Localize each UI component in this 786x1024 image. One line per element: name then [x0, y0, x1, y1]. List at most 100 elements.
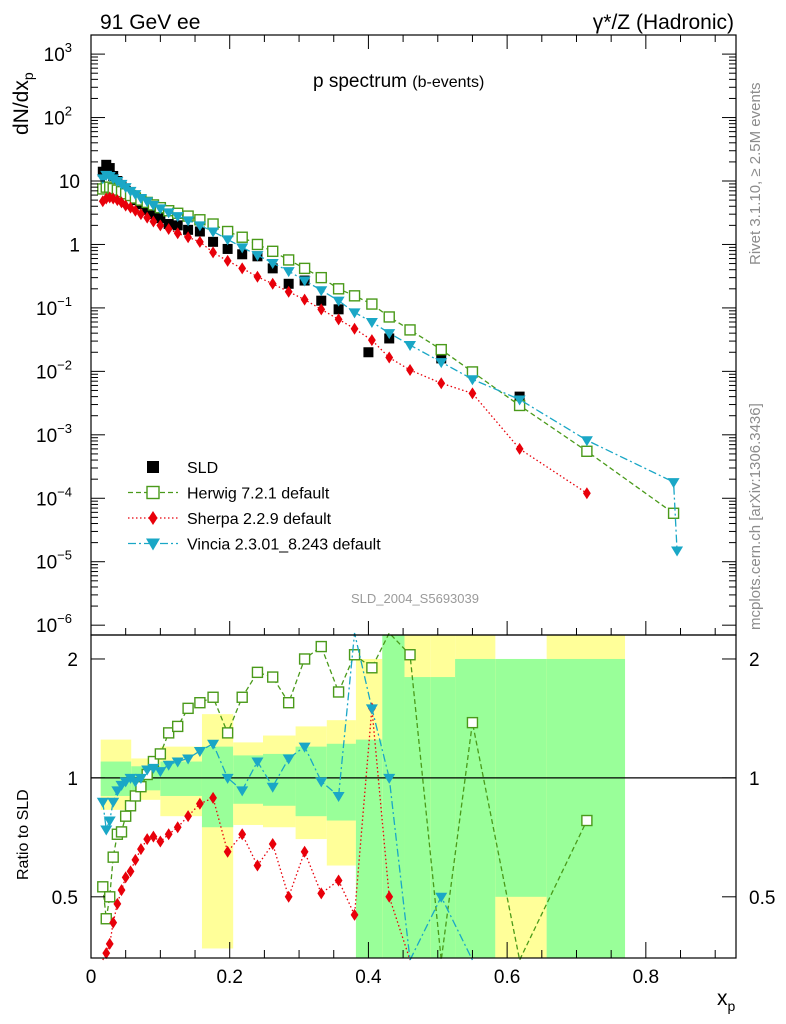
data-point-s1-18 [221, 225, 234, 238]
ratio-y-tick-label-0: 0.5 [52, 888, 78, 909]
data-point-s2-12 [156, 219, 165, 232]
band-inner-11 [430, 677, 456, 958]
ratio-point-s1-26 [350, 908, 359, 921]
ratio-point-s0-6 [119, 810, 132, 822]
ratio-point-s1-25 [334, 874, 343, 887]
ratio-point-s1-4 [113, 897, 122, 910]
data-point-s2-4 [113, 194, 122, 207]
ratio-point-s1-17 [209, 791, 217, 804]
data-point-s0-17 [208, 236, 219, 247]
ratio-point-s2-30 [435, 892, 448, 903]
legend-label-2: Sherpa 2.2.9 default [187, 511, 332, 528]
chart-title-main: p spectrum [313, 71, 407, 92]
legend-label-3: Vincia 2.3.01_8.243 default [187, 537, 381, 554]
ratio-point-s0-3 [107, 851, 119, 863]
ratio-point-s2-25 [332, 791, 345, 802]
ratio-point-s0-33 [581, 814, 593, 827]
data-point-s2-28 [385, 351, 394, 364]
data-point-s2-22 [284, 285, 293, 298]
ratio-point-s1-16 [195, 797, 204, 810]
ratio-y-tick-label-right-0: 0.5 [749, 888, 775, 909]
data-point-s3-34 [667, 478, 680, 489]
rivet-version-label: Rivet 3.1.10, ≥ 2.5M events [747, 83, 764, 266]
ratio-point-s0-7 [124, 800, 137, 812]
ratio-point-s2-15 [182, 754, 195, 765]
data-point-s3-32 [513, 395, 526, 406]
ratio-point-s0-18 [221, 727, 234, 739]
ratio-point-s1-7 [126, 865, 135, 878]
data-point-s0-11 [148, 209, 159, 220]
ratio-point-s0-1 [100, 913, 112, 925]
ratio-point-s2-20 [251, 757, 264, 768]
ratio-point-s2-11 [147, 763, 160, 774]
ratio-point-s0-13 [162, 727, 175, 739]
data-point-s0-12 [155, 213, 166, 224]
ratio-point-s2-21 [266, 782, 279, 793]
ratio-point-s2-3 [107, 797, 120, 808]
ratio-line-0 [102, 631, 588, 963]
data-point-s1-34 [667, 507, 680, 519]
ratio-point-s1-9 [137, 843, 145, 856]
ratio-y-tick-label-2: 2 [67, 650, 78, 671]
x-axis-label-main: x [717, 987, 728, 1010]
ratio-point-s1-10 [143, 833, 152, 846]
ratio-point-s1-15 [184, 810, 192, 823]
ratio-y-axis-label: Ratio to SLD [15, 789, 32, 880]
legend-label-1: Herwig 7.2.1 default [187, 486, 330, 503]
data-point-s1-22 [282, 254, 295, 266]
ratio-point-s2-19 [236, 786, 249, 797]
y-axis-label-main: dN/dx [10, 80, 33, 135]
y-axis-label-sub: p [20, 72, 36, 80]
data-point-s3-17 [207, 227, 220, 238]
ratio-point-s1-2 [105, 937, 114, 950]
data-point-s2-3 [109, 192, 118, 205]
ratio-point-s1-1 [102, 947, 111, 960]
ratio-point-s0-16 [194, 697, 206, 709]
x-axis-label-sub: p [728, 998, 736, 1014]
data-point-s1-29 [404, 324, 416, 336]
data-point-s3-9 [134, 193, 147, 204]
data-point-s3-30 [435, 358, 448, 369]
ratio-point-s2-24 [315, 777, 328, 788]
data-point-s3-11 [147, 200, 160, 211]
data-point-s2-2 [105, 191, 114, 204]
ratio-point-s2-18 [221, 773, 234, 784]
chart-title: p spectrum (b-events) [313, 71, 484, 92]
x-tick-label-2: 0.4 [355, 967, 382, 988]
mcplots-label: mcplots.cern.ch [arXiv:1306.3436] [747, 403, 764, 630]
ratio-point-s0-22 [282, 697, 295, 709]
data-point-s1-30 [435, 343, 447, 356]
ratio-point-s1-12 [156, 835, 165, 848]
data-point-s3-19 [236, 243, 249, 254]
data-point-s1-25 [332, 283, 345, 295]
ratio-y-tick-label-right-1: 1 [749, 769, 760, 790]
ratio-point-s0-12 [154, 748, 167, 760]
data-point-s2-16 [195, 235, 204, 248]
band-inner-10 [404, 677, 431, 958]
data-point-s2-33 [582, 487, 591, 500]
ratio-point-s1-6 [121, 871, 130, 884]
y-tick-label-5: 10−1 [36, 294, 72, 320]
ratio-point-s1-23 [300, 845, 309, 858]
ratio-point-s2-28 [383, 773, 396, 784]
data-point-s2-23 [300, 293, 309, 306]
data-point-s2-24 [317, 303, 326, 316]
data-point-s3-13 [162, 208, 175, 219]
ratio-series-group [96, 631, 593, 963]
data-point-s3-8 [129, 190, 142, 201]
ratio-point-s1-28 [385, 890, 394, 903]
ratio-point-s1-21 [268, 838, 277, 851]
data-point-s0-25 [333, 304, 344, 315]
data-point-s2-0 [98, 195, 107, 208]
data-point-s2-11 [149, 215, 158, 228]
legend: SLD Herwig 7.2.1 default Sherpa 2.2.9 defa… [128, 460, 381, 554]
data-point-s1-20 [251, 238, 264, 251]
ratio-point-s2-22 [282, 754, 295, 765]
header-left-label: 91 GeV ee [100, 11, 200, 34]
legend-marker-2 [148, 511, 158, 525]
data-point-s1-33 [581, 445, 593, 457]
data-point-s3-10 [141, 197, 154, 208]
y-tick-label-8: 102 [44, 104, 72, 130]
ratio-point-s2-12 [154, 767, 167, 778]
